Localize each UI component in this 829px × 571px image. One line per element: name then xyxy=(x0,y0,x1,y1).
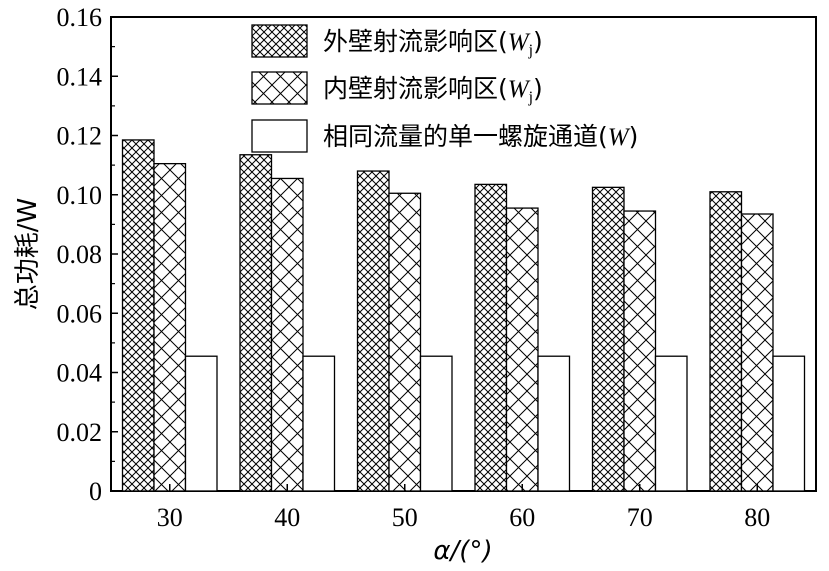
y-tick-label: 0.04 xyxy=(57,359,103,388)
y-axis-title: 总功耗/W xyxy=(13,198,43,310)
legend-swatch-2 xyxy=(251,71,308,105)
bar-s2-30 xyxy=(153,162,187,492)
legend: 外壁射流影响区(Wj) 内壁射流影响区(Wj) 相同流量的单一螺旋通道(W) xyxy=(251,24,638,153)
x-axis-ticks: 30 40 50 60 70 80 xyxy=(157,484,770,532)
y-tick-label: 0.02 xyxy=(57,418,103,447)
y-tick-label: 0.14 xyxy=(57,62,103,91)
bar-s1-60 xyxy=(474,183,508,492)
bar-s1-50 xyxy=(356,170,390,492)
x-tick-label: 60 xyxy=(509,503,535,532)
y-tick-label: 0.10 xyxy=(57,181,103,210)
y-axis-ticks: 0 0.02 0.04 0.06 0.08 0.10 0.12 0.14 0.16 xyxy=(57,3,118,506)
bars-layer xyxy=(121,139,806,492)
x-tick-label: 50 xyxy=(392,503,418,532)
bar-s3-40 xyxy=(302,355,336,492)
bar-s1-80 xyxy=(709,191,743,492)
x-tick-label: 30 xyxy=(157,503,183,532)
bar-s1-30 xyxy=(121,139,155,492)
bar-s2-70 xyxy=(623,210,657,492)
x-axis-title: α/(°) xyxy=(433,536,492,566)
bar-s3-60 xyxy=(537,355,571,492)
bar-s1-70 xyxy=(591,186,625,492)
y-tick-label: 0.08 xyxy=(57,240,103,269)
bar-s3-50 xyxy=(419,355,453,492)
bar-s2-40 xyxy=(270,177,304,492)
bar-s2-60 xyxy=(505,207,539,492)
y-tick-label: 0 xyxy=(89,477,102,506)
bar-s2-80 xyxy=(740,213,774,492)
bar-s3-30 xyxy=(184,355,218,492)
legend-label-3: 相同流量的单一螺旋通道(W) xyxy=(323,122,638,151)
legend-label-2: 内壁射流影响区(Wj) xyxy=(323,74,543,106)
legend-label-1: 外壁射流影响区(Wj) xyxy=(323,27,543,59)
y-tick-label: 0.16 xyxy=(57,3,103,32)
bar-s3-70 xyxy=(654,355,688,492)
y-tick-label: 0.12 xyxy=(57,122,103,151)
bar-s2-50 xyxy=(388,192,422,492)
x-tick-label: 80 xyxy=(744,503,770,532)
bar-s3-80 xyxy=(772,355,806,492)
bar-s1-40 xyxy=(239,154,273,492)
x-tick-label: 40 xyxy=(274,503,300,532)
legend-swatch-1 xyxy=(251,24,308,58)
y-tick-label: 0.06 xyxy=(57,299,103,328)
x-tick-label: 70 xyxy=(627,503,653,532)
legend-swatch-3 xyxy=(251,119,308,153)
plot-area: 0 0.02 0.04 0.06 0.08 0.10 0.12 0.14 0.16 30 40 50… xyxy=(57,3,817,532)
